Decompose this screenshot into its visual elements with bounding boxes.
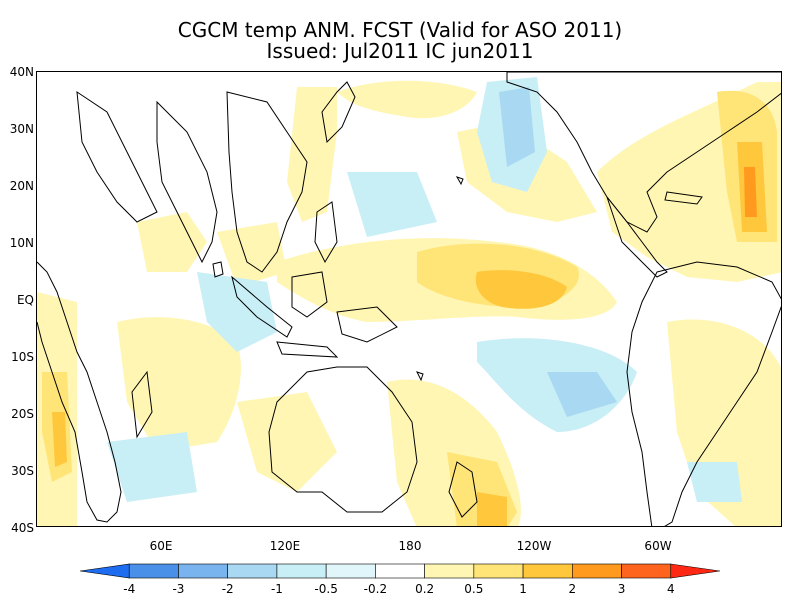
colorbar-cell [473,563,524,579]
colorbar-label: 4 [666,582,675,596]
coastline-south-america [626,261,781,526]
coastline-pacific-islands [416,371,424,382]
anomaly-patch-southwest-africa-core [52,412,67,467]
lon-label-60w: 60W [644,539,672,553]
coastline-se-asia [226,91,308,273]
coastline-central-america [606,196,668,278]
coastline-hawaii [455,176,464,186]
anomaly-patch-equatorial-core [475,270,567,309]
anomaly-patch-north-pacific-cold-core [499,87,535,167]
anomaly-patch-west-pacific-north [217,222,287,287]
coastline-borneo [291,271,328,318]
lon-label-120w: 120W [516,539,552,553]
coastline-new-guinea [336,306,398,343]
colorbar-cell [227,563,278,579]
colorbar-cell [128,563,179,579]
colorbar-label: -3 [172,582,185,596]
colorbar-cell [522,563,573,579]
lat-label-30n: 30N [9,122,34,136]
colorbar-label: -2 [221,582,234,596]
anomaly-patch-subtropical-pacific [287,87,337,222]
coastline-java [276,341,339,358]
anomaly-patch-south-atlantic-cold [687,462,742,502]
colorbar-label: 0.2 [415,582,435,596]
coastline-arabia [76,90,158,223]
anomaly-patch-central-north-cold [347,172,437,237]
colorbar-label: -1 [270,582,283,596]
colorbar-label: 2 [568,582,577,596]
map-title: CGCM temp ANM. FCST (Valid for ASO 2011) [177,18,623,42]
coastline-new-zealand [448,461,478,518]
lat-label-eq: EQ [16,293,34,307]
coastlines [37,72,781,526]
coastline-philippines [314,201,338,264]
anomaly-patch-north-atlantic-peak [744,167,757,217]
colorbar-cell [178,563,228,579]
colorbar-label: 3 [617,582,626,596]
coastline-sri-lanka [212,261,224,278]
coastline-cuba [664,191,703,205]
map-subtitle: Issued: Jul2011 IC jun2011 [266,39,534,63]
colorbar-cell [375,563,425,579]
colorbar-arrow-high [670,563,721,579]
lon-label-120e: 120E [269,539,301,553]
colorbar-cell [572,563,622,579]
colorbar-arrow-low [79,563,130,579]
lat-label-30s: 30S [11,464,34,478]
anomaly-patch-north-pacific [337,80,477,119]
lat-label-40s: 40S [11,521,34,535]
colorbar-cell [276,563,327,579]
anomaly-patch-australia-south [237,392,337,492]
colorbar-label: -0.5 [314,582,338,596]
anomaly-map [36,71,782,527]
lat-label-40n: 40N [9,65,34,79]
coastline-japan [321,81,356,144]
anomaly-shading [37,77,781,526]
anomaly-patch-indian-cold [197,272,277,352]
colorbar [79,563,721,579]
coastline-sumatra [231,275,293,338]
anomaly-patch-indian-ocean [117,317,241,452]
lat-label-20n: 20N [9,179,34,193]
lon-label-60e: 60E [149,539,173,553]
anomaly-patch-south-pacific-cold-core [547,372,617,417]
colorbar-cell [424,563,475,579]
lat-label-20s: 20S [11,407,34,421]
coastline-india [156,100,218,264]
coastline-africa [37,261,122,523]
lat-label-10n: 10N [9,236,34,250]
anomaly-patch-north-indian [137,212,207,272]
anomaly-patch-south-pacific-core [477,492,507,526]
colorbar-label: 0.5 [464,582,484,596]
colorbar-cell [325,563,376,579]
coastline-australia [268,366,418,513]
lat-label-10s: 10S [11,350,34,364]
colorbar-label: 1 [519,582,527,596]
colorbar-cell [621,563,672,579]
colorbar-label: -4 [123,582,136,596]
colorbar-label: -0.2 [363,582,388,596]
coastline-madagascar [131,370,153,439]
coastline-north-america [506,72,781,233]
lon-label-180: 180 [398,539,422,553]
anomaly-patch-southern-indian-cold [107,432,197,502]
